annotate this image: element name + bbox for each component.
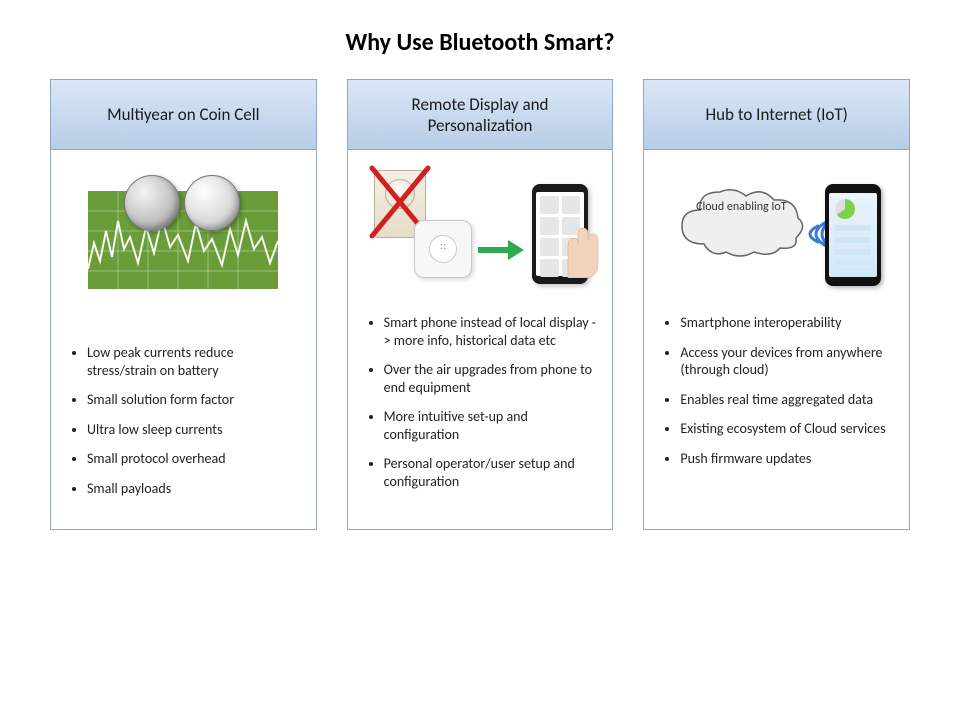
waveform-svg [88,191,278,289]
bullet-item: Access your devices from anywhere (throu… [680,344,895,379]
bullet-item: Existing ecosystem of Cloud services [680,420,895,438]
bullet-item: Small protocol overhead [87,450,302,468]
hand-icon [560,218,600,278]
smart-plug-icon [414,220,472,278]
cloud-icon [676,182,806,260]
card-coin-cell: Multiyear on Coin Cell [50,79,317,530]
bullet-item: Over the air upgrades from phone to end … [384,361,599,396]
card-iot-hub: Hub to Internet (IoT) Cloud enabling IoT [643,79,910,530]
waveform-bg [88,191,278,289]
illustration-remote-display [362,164,599,304]
bullet-item: Ultra low sleep currents [87,421,302,439]
bullet-item: More intuitive set-up and configuration [384,408,599,443]
coin-cell-icon [124,175,180,231]
coin-cell-icon [184,175,240,231]
card-body: Cloud enabling IoT Smartphone interopera… [644,150,909,529]
page-title: Why Use Bluetooth Smart? [0,0,960,79]
bullet-item: Personal operator/user setup and configu… [384,455,599,490]
bullet-list: Low peak currents reduce stress/strain o… [65,344,302,497]
arrow-right-icon [478,240,524,260]
card-remote-display: Remote Display and Personalization [347,79,614,530]
bullet-item: Push firmware updates [680,450,895,468]
smartphone-icon [825,184,881,286]
bullet-item: Low peak currents reduce stress/strain o… [87,344,302,379]
card-header: Hub to Internet (IoT) [644,80,909,150]
bullet-item: Smartphone interoperability [680,314,895,332]
columns-container: Multiyear on Coin Cell [0,79,960,530]
card-header: Remote Display and Personalization [348,80,613,150]
bullet-list: Smart phone instead of local display -> … [362,314,599,490]
illustration-coin-cell [65,164,302,304]
bullet-item: Smart phone instead of local display -> … [384,314,599,349]
card-body: Smart phone instead of local display -> … [348,150,613,529]
bullet-item: Small solution form factor [87,391,302,409]
cloud-label: Cloud enabling IoT [684,200,798,214]
card-header: Multiyear on Coin Cell [51,80,316,150]
illustration-iot: Cloud enabling IoT [658,164,895,304]
bullet-item: Small payloads [87,480,302,498]
bullet-list: Smartphone interoperability Access your … [658,314,895,467]
card-body: Low peak currents reduce stress/strain o… [51,150,316,529]
bullet-item: Enables real time aggregated data [680,391,895,409]
